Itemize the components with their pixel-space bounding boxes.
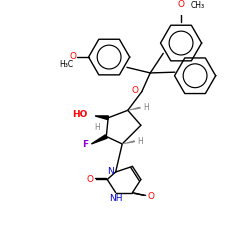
Text: O: O [178, 0, 184, 10]
Text: CH₃: CH₃ [190, 1, 204, 10]
Text: H: H [94, 123, 100, 132]
Text: H: H [143, 103, 148, 112]
Text: N: N [107, 166, 114, 175]
Text: F: F [82, 140, 88, 149]
Polygon shape [91, 135, 107, 144]
Text: H₃C: H₃C [59, 60, 73, 69]
Text: HO: HO [72, 110, 88, 120]
Polygon shape [95, 116, 108, 120]
Text: O: O [70, 52, 76, 60]
Text: O: O [131, 86, 138, 95]
Text: O: O [86, 175, 93, 184]
Text: O: O [148, 192, 154, 201]
Text: H: H [137, 137, 143, 146]
Text: NH: NH [109, 194, 122, 203]
